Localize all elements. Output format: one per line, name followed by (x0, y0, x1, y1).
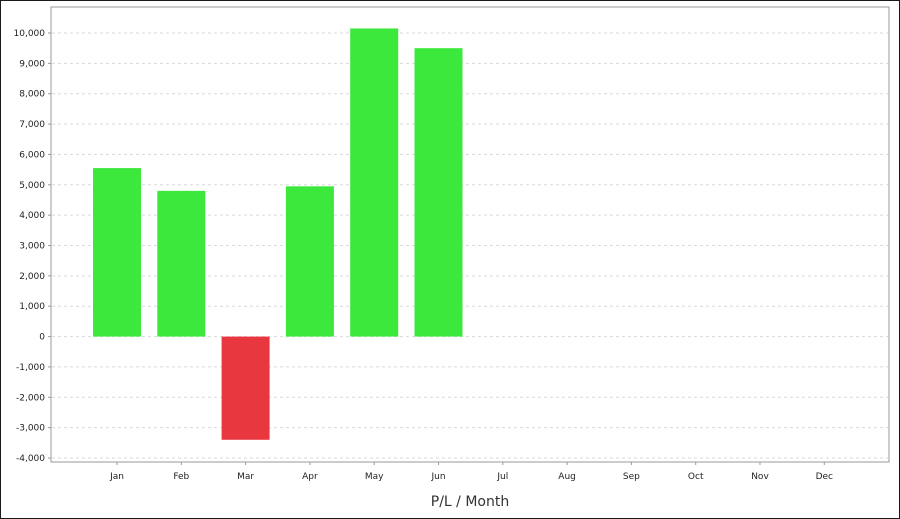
bar-jan (93, 168, 141, 337)
y-tick-label: 7,000 (19, 120, 45, 130)
x-tick-label-sep: Sep (623, 472, 640, 482)
x-tick-label-nov: Nov (751, 472, 769, 482)
y-axis-ticks: 10,000 9,000 8,000 7,000 6,000 5,000 4,000 3,00… (14, 29, 51, 464)
x-tick-label-jul: Jul (496, 472, 508, 482)
bar-mar (221, 336, 270, 440)
y-tick-label: -2,000 (16, 393, 45, 403)
bars (93, 28, 463, 440)
x-axis-label: P/L / Month (431, 494, 509, 510)
y-tick-label: 1,000 (19, 302, 45, 312)
bar-apr (285, 186, 334, 337)
x-tick-label-apr: Apr (302, 472, 318, 482)
y-tick-label: 0 (39, 333, 45, 343)
y-tick-label: 9,000 (19, 59, 45, 69)
y-tick-label: 2,000 (19, 272, 45, 282)
x-tick-label-dec: Dec (816, 472, 833, 482)
y-tick-label: 4,000 (19, 211, 45, 221)
y-tick-label: 8,000 (19, 90, 45, 100)
y-tick-label: 5,000 (19, 181, 45, 191)
bar-feb (157, 190, 206, 337)
x-tick-label-oct: Oct (688, 472, 704, 482)
x-tick-label-aug: Aug (558, 472, 576, 482)
y-tick-label: 10,000 (14, 29, 46, 39)
bar-may (350, 28, 399, 337)
x-tick-label-jan: Jan (109, 472, 124, 482)
x-tick-label-feb: Feb (173, 472, 189, 482)
x-tick-label-jun: Jun (430, 472, 445, 482)
y-tick-label: -4,000 (16, 454, 45, 464)
x-tick-label-may: May (365, 472, 384, 482)
y-tick-label: 6,000 (19, 150, 45, 160)
bar-jun (414, 48, 463, 337)
x-axis-ticks: Jan Feb Mar Apr May Jun Jul Aug Sep Oct Nov Dec (109, 462, 833, 482)
y-tick-label: -3,000 (16, 424, 45, 434)
x-tick-label-mar: Mar (237, 472, 254, 482)
y-tick-label: -1,000 (16, 363, 45, 373)
y-tick-label: 3,000 (19, 242, 45, 252)
